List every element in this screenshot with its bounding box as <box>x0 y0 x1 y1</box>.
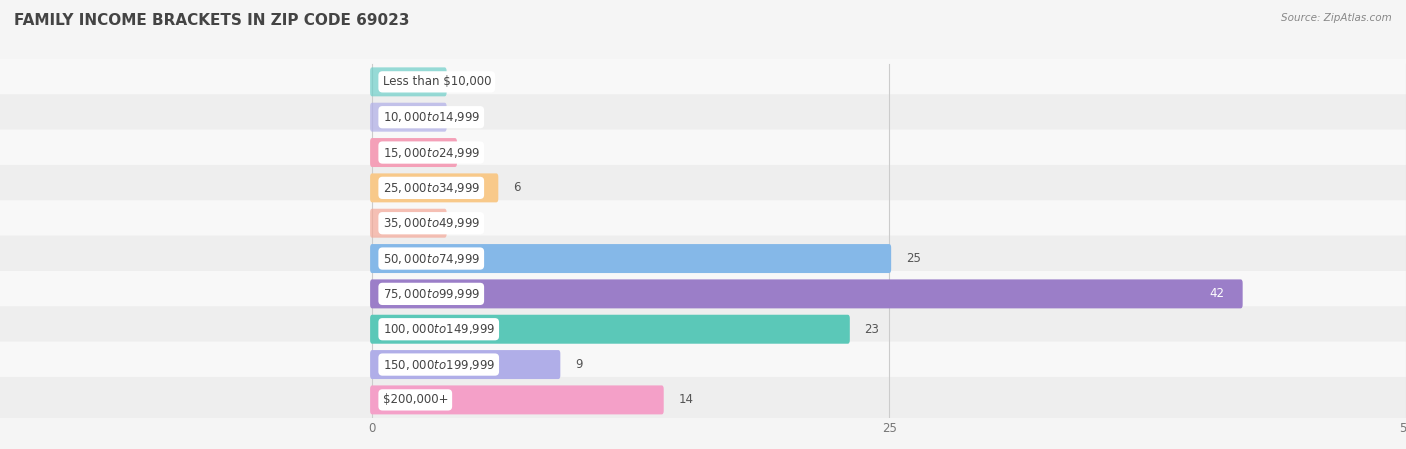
FancyBboxPatch shape <box>370 385 664 414</box>
Text: $200,000+: $200,000+ <box>382 393 449 406</box>
FancyBboxPatch shape <box>0 94 1406 140</box>
FancyBboxPatch shape <box>0 271 1406 317</box>
Text: $150,000 to $199,999: $150,000 to $199,999 <box>382 357 495 372</box>
FancyBboxPatch shape <box>370 315 849 344</box>
FancyBboxPatch shape <box>0 130 1406 176</box>
FancyBboxPatch shape <box>370 279 1243 308</box>
FancyBboxPatch shape <box>0 236 1406 282</box>
Text: $15,000 to $24,999: $15,000 to $24,999 <box>382 145 479 159</box>
Text: $25,000 to $34,999: $25,000 to $34,999 <box>382 181 479 195</box>
Text: $10,000 to $14,999: $10,000 to $14,999 <box>382 110 479 124</box>
Text: $50,000 to $74,999: $50,000 to $74,999 <box>382 251 479 265</box>
Text: 25: 25 <box>905 252 921 265</box>
Text: Less than $10,000: Less than $10,000 <box>382 75 491 88</box>
FancyBboxPatch shape <box>0 165 1406 211</box>
FancyBboxPatch shape <box>370 173 498 202</box>
Text: 14: 14 <box>678 393 693 406</box>
Text: 0: 0 <box>461 111 468 123</box>
FancyBboxPatch shape <box>370 209 447 238</box>
FancyBboxPatch shape <box>370 138 457 167</box>
FancyBboxPatch shape <box>370 244 891 273</box>
FancyBboxPatch shape <box>0 342 1406 387</box>
FancyBboxPatch shape <box>0 59 1406 105</box>
Text: 42: 42 <box>1209 287 1225 300</box>
Text: 0: 0 <box>461 217 468 230</box>
Text: 9: 9 <box>575 358 582 371</box>
FancyBboxPatch shape <box>370 67 447 97</box>
FancyBboxPatch shape <box>0 377 1406 423</box>
FancyBboxPatch shape <box>370 103 447 132</box>
Text: FAMILY INCOME BRACKETS IN ZIP CODE 69023: FAMILY INCOME BRACKETS IN ZIP CODE 69023 <box>14 13 409 28</box>
Text: 23: 23 <box>865 323 879 336</box>
Text: $100,000 to $149,999: $100,000 to $149,999 <box>382 322 495 336</box>
Text: $75,000 to $99,999: $75,000 to $99,999 <box>382 287 479 301</box>
FancyBboxPatch shape <box>0 200 1406 246</box>
FancyBboxPatch shape <box>370 350 561 379</box>
Text: 0: 0 <box>461 75 468 88</box>
Text: $35,000 to $49,999: $35,000 to $49,999 <box>382 216 479 230</box>
Text: Source: ZipAtlas.com: Source: ZipAtlas.com <box>1281 13 1392 23</box>
Text: 6: 6 <box>513 181 520 194</box>
Text: 4: 4 <box>471 146 479 159</box>
FancyBboxPatch shape <box>0 306 1406 352</box>
